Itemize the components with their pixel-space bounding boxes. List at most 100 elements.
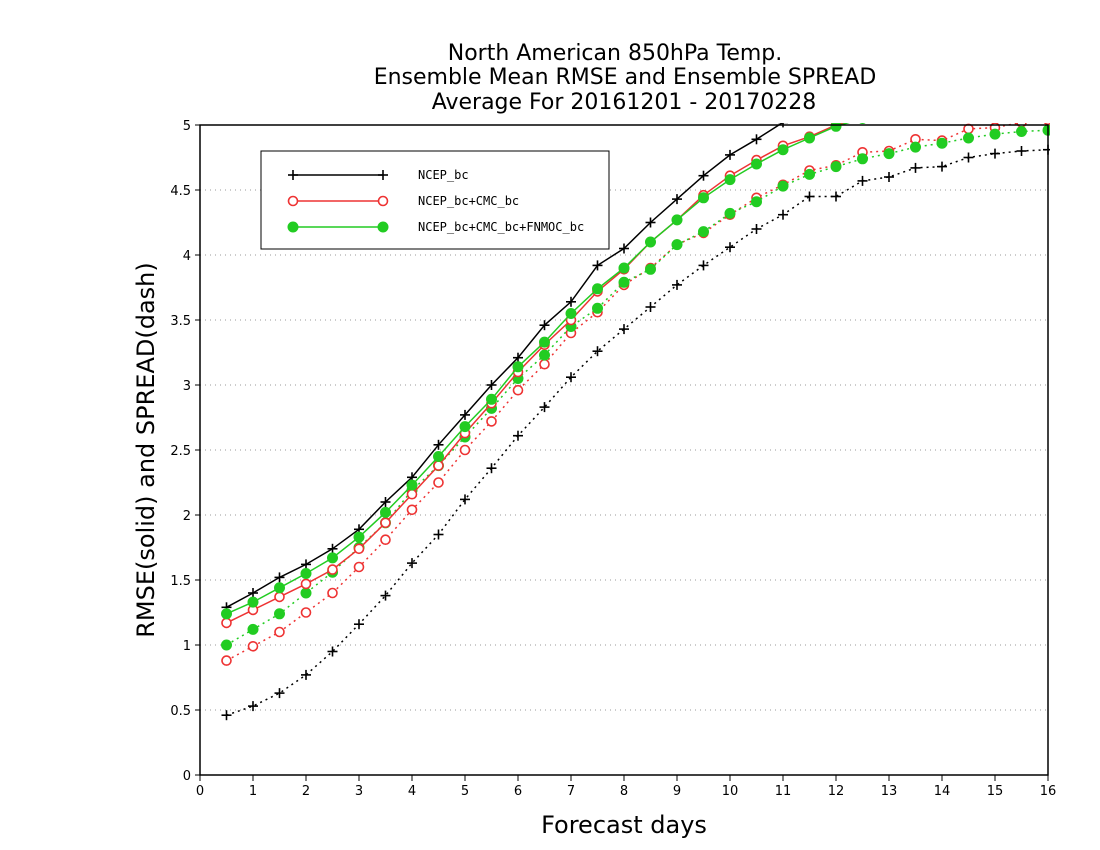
legend-marker — [287, 221, 299, 233]
data-point — [539, 402, 550, 413]
data-point — [830, 123, 842, 132]
data-point — [300, 607, 312, 618]
data-point — [618, 262, 630, 274]
data-point — [513, 430, 523, 441]
data-point — [698, 170, 709, 181]
data-point — [592, 302, 603, 314]
x-tick-label: 7 — [567, 784, 575, 799]
data-point — [884, 172, 894, 182]
x-tick-label: 6 — [514, 784, 522, 799]
legend-box — [260, 150, 610, 250]
data-point — [274, 582, 285, 594]
x-tick-label: 13 — [881, 784, 898, 799]
y-tick-label: 2.5 — [170, 444, 191, 459]
legend-label: NCEP_bc+CMC_bc — [418, 194, 519, 208]
data-point — [274, 608, 285, 620]
data-point — [751, 134, 762, 145]
data-point — [221, 655, 232, 666]
data-point — [221, 710, 232, 721]
data-point — [486, 416, 497, 427]
data-point — [645, 236, 656, 248]
data-point — [671, 214, 683, 226]
data-point — [910, 162, 921, 173]
data-point — [274, 626, 285, 638]
x-tick-label: 2 — [302, 784, 310, 799]
data-point — [751, 224, 762, 234]
data-point — [1017, 37, 1027, 47]
y-tick-label: 2 — [183, 509, 191, 524]
y-tick-label: 1 — [183, 639, 191, 654]
y-tick-label: 5 — [183, 119, 191, 134]
y-tick-label: 3.5 — [170, 314, 191, 329]
data-point — [512, 361, 524, 373]
data-point — [433, 439, 444, 450]
data-point — [990, 148, 1000, 159]
data-point — [857, 175, 868, 186]
series-layer — [221, 37, 1053, 721]
data-point — [301, 669, 311, 680]
data-point — [247, 596, 259, 608]
x-tick-label: 15 — [987, 784, 1004, 799]
data-point — [274, 591, 285, 603]
data-point — [380, 534, 391, 546]
data-point — [460, 409, 470, 420]
data-point — [751, 196, 762, 208]
data-point — [645, 263, 656, 275]
data-point — [459, 444, 471, 456]
data-point — [327, 543, 338, 554]
data-point — [301, 559, 311, 570]
data-point — [991, 84, 1000, 93]
x-tick-label: 9 — [673, 784, 681, 799]
chart-title-line-3: Average For 20161201 - 20170228 — [432, 90, 817, 115]
data-point — [380, 497, 391, 507]
data-point — [1016, 146, 1027, 156]
x-tick-label: 10 — [722, 784, 739, 799]
data-point — [406, 479, 418, 491]
data-point — [327, 587, 338, 599]
data-point — [566, 296, 576, 307]
data-point — [831, 191, 841, 202]
series-0-rmse — [221, 37, 1027, 613]
y-tick-label: 4 — [183, 249, 191, 264]
data-point — [936, 137, 948, 149]
data-point — [964, 89, 973, 98]
data-point — [777, 180, 789, 192]
y-axis: 0 0.5 1 1.5 2 2.5 3 3.5 4 4.5 5 — [170, 119, 200, 784]
y-axis-label: RMSE(solid) and SPREAD(dash) — [132, 262, 160, 638]
y-tick-label: 1.5 — [170, 574, 191, 589]
data-point — [937, 55, 947, 65]
data-point — [804, 132, 815, 144]
data-point — [725, 149, 735, 160]
data-point — [486, 463, 497, 474]
data-point — [433, 477, 444, 488]
chart-title-line-2: Ensemble Mean RMSE and Ensemble SPREAD — [374, 65, 877, 90]
data-point — [353, 531, 365, 543]
data-point — [804, 168, 815, 180]
data-point — [300, 587, 312, 599]
data-point — [725, 242, 735, 253]
y-tick-label: 4.5 — [170, 184, 191, 199]
data-point — [459, 421, 471, 433]
data-point — [433, 529, 444, 540]
x-tick-label: 14 — [934, 784, 951, 799]
x-tick-label: 16 — [1040, 784, 1057, 799]
data-point — [1043, 77, 1053, 87]
data-point — [911, 101, 921, 111]
data-point — [777, 144, 789, 156]
data-point — [486, 380, 497, 390]
data-point — [407, 558, 417, 569]
data-point — [804, 191, 815, 202]
data-point — [618, 276, 630, 288]
data-point — [406, 488, 418, 500]
data-point — [830, 161, 842, 173]
data-point — [698, 260, 709, 271]
data-point — [989, 128, 1001, 140]
data-point — [619, 324, 629, 335]
data-point — [858, 113, 867, 122]
data-point — [380, 590, 391, 601]
series-line — [226, 148, 1049, 716]
data-point — [274, 572, 285, 583]
data-point — [221, 608, 232, 620]
data-point — [911, 62, 921, 72]
data-point — [512, 384, 524, 396]
